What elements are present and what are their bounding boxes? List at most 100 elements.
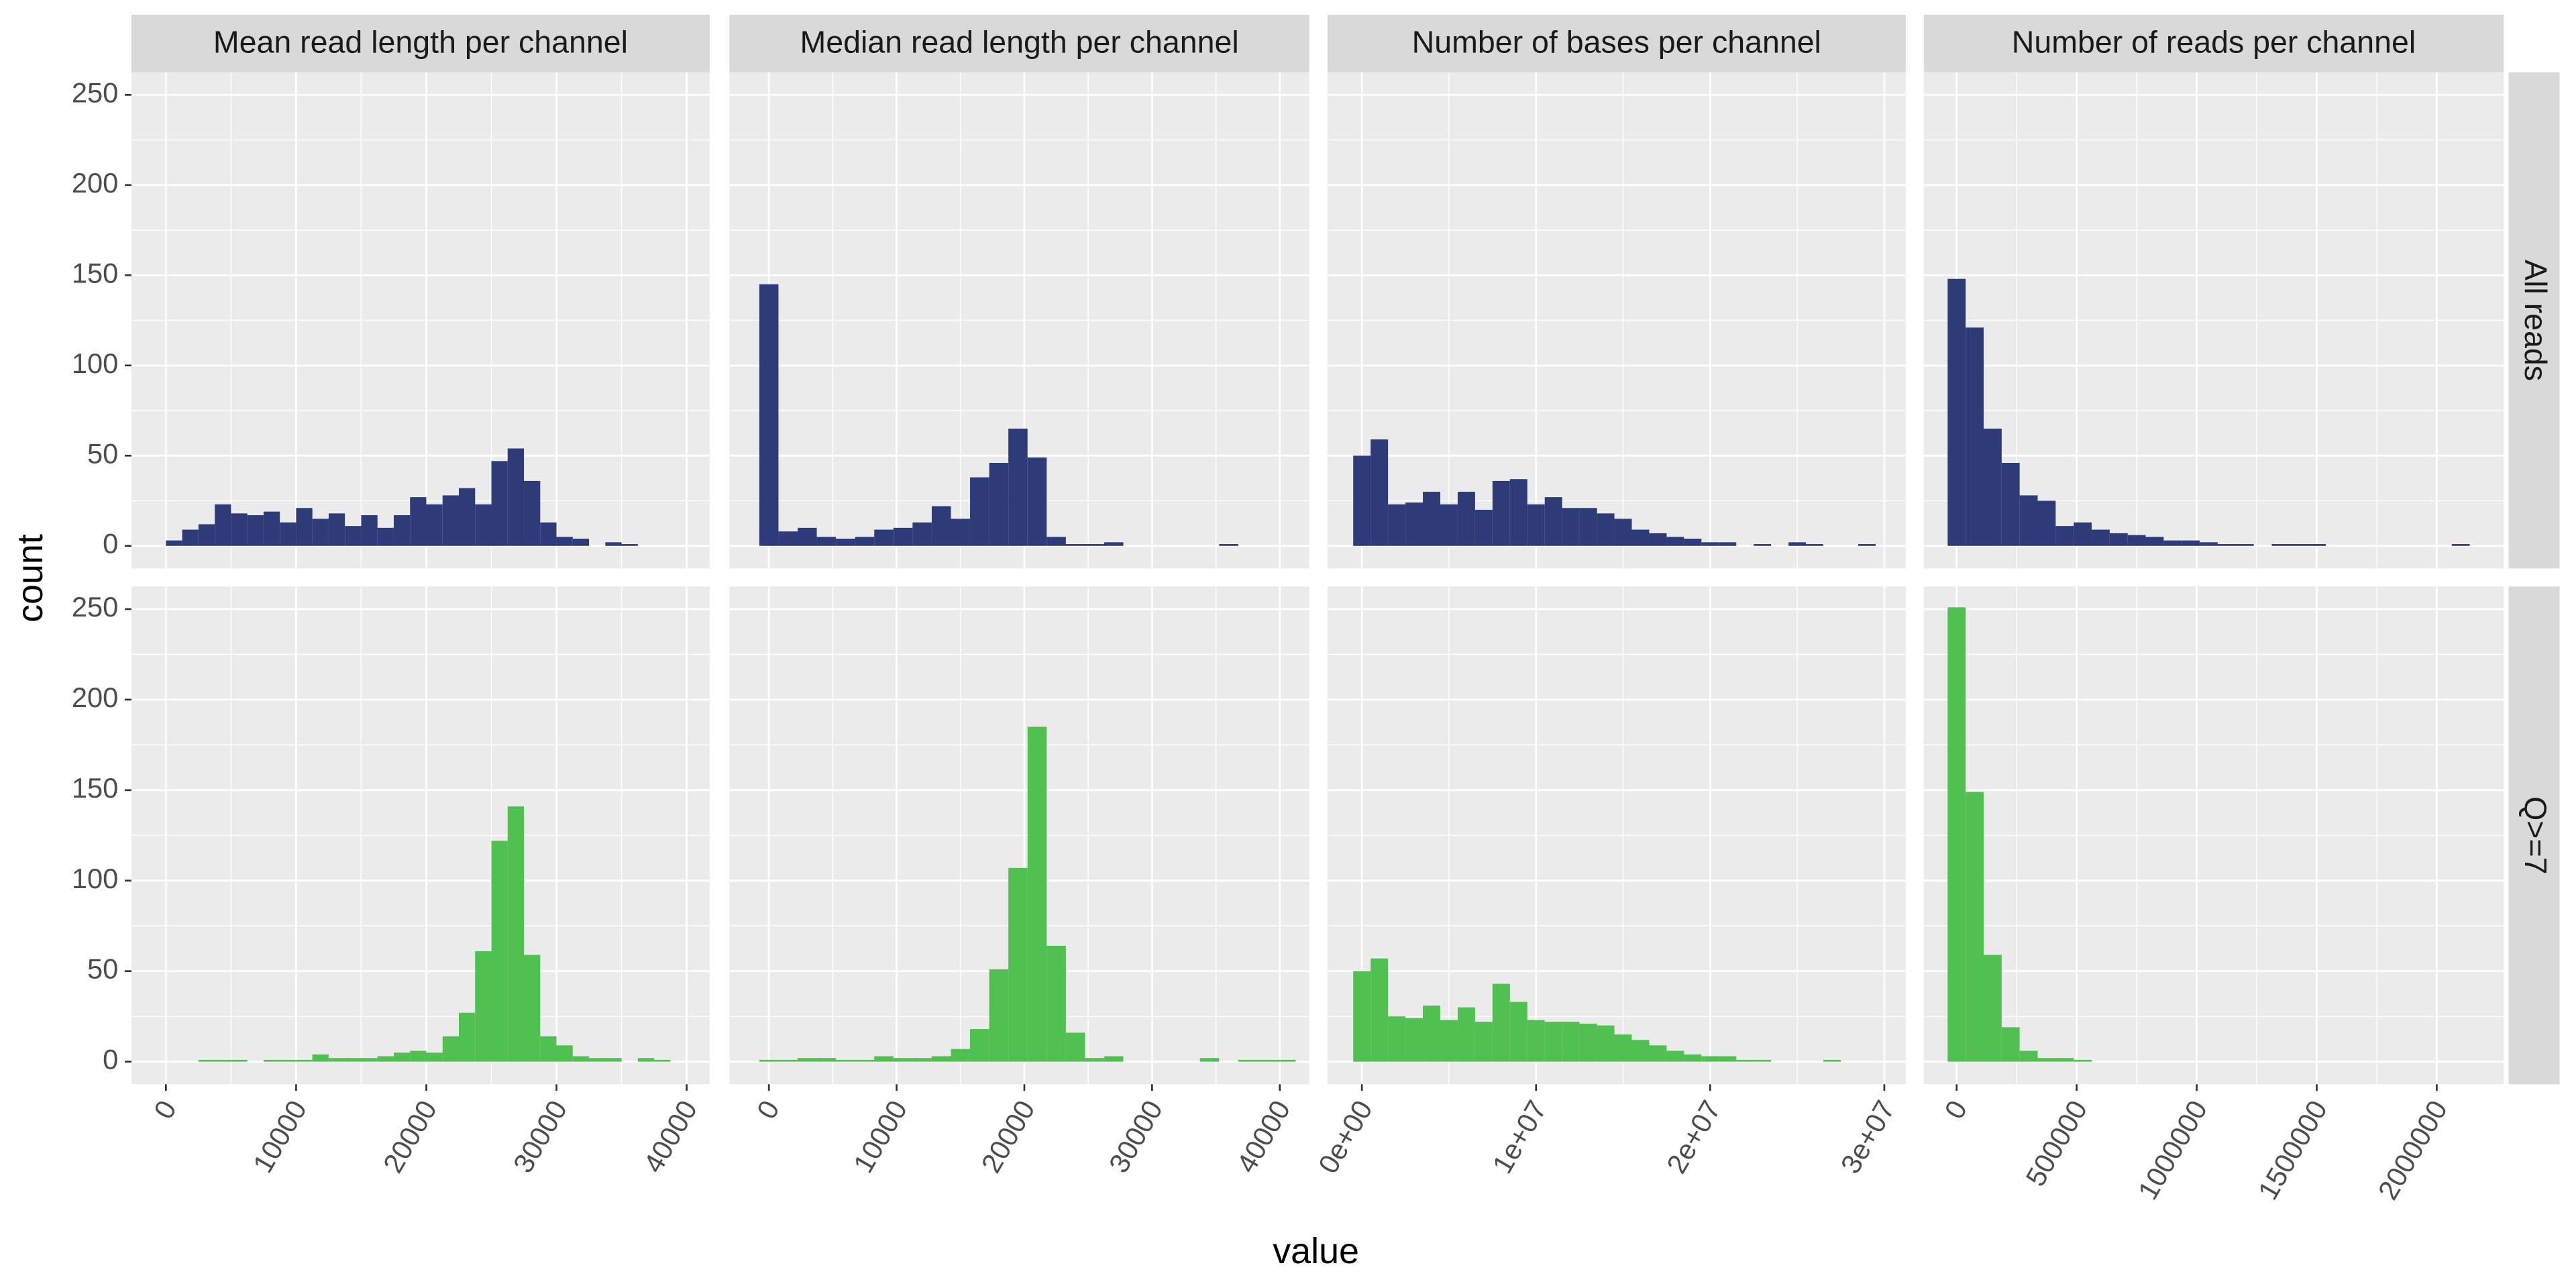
histogram-bar — [280, 1059, 297, 1062]
histogram-bar — [931, 1056, 951, 1062]
histogram-bar — [1562, 508, 1580, 546]
histogram-bar — [572, 538, 590, 546]
histogram-bar — [328, 513, 345, 546]
histogram-bar — [951, 1049, 971, 1062]
column-strip — [729, 15, 1309, 72]
histogram-bar — [312, 519, 329, 546]
row-strip — [2508, 72, 2560, 569]
histogram-bar — [458, 488, 476, 546]
histogram-bar — [2019, 495, 2038, 546]
histogram-bar — [1579, 1023, 1597, 1062]
y-tick-label: 0 — [103, 528, 118, 559]
histogram-bar — [874, 1056, 894, 1062]
histogram-bar — [393, 515, 411, 546]
histogram-bar — [2200, 542, 2218, 546]
y-tick-label: 200 — [72, 682, 118, 713]
histogram-bar — [361, 1058, 378, 1062]
histogram-bar — [1983, 955, 2002, 1062]
histogram-bar — [1858, 544, 1876, 546]
histogram-bar — [1008, 428, 1028, 546]
histogram-bar — [263, 511, 280, 546]
histogram-bar — [280, 522, 297, 546]
histogram-bar — [540, 522, 557, 546]
histogram-bar — [524, 480, 541, 546]
y-tick-label: 150 — [72, 257, 118, 288]
histogram-bar — [1666, 537, 1684, 546]
histogram-bar — [798, 1058, 817, 1062]
column-strip — [1923, 15, 2504, 72]
histogram-bar — [507, 806, 525, 1062]
histogram-bar — [1238, 1059, 1258, 1062]
histogram-bar — [166, 540, 182, 546]
histogram-bar — [1457, 492, 1475, 546]
histogram-bar — [1257, 1059, 1277, 1062]
histogram-bar — [989, 969, 1009, 1062]
histogram-bar — [1614, 1034, 1632, 1062]
histogram-bar — [2127, 535, 2146, 546]
histogram-bar — [931, 506, 951, 546]
histogram-bar — [778, 1059, 798, 1062]
histogram-bar — [989, 463, 1009, 546]
histogram-bar — [912, 1058, 932, 1062]
histogram-bar — [1440, 504, 1458, 546]
histogram-bar — [970, 477, 989, 546]
histogram-bar — [1562, 1022, 1580, 1062]
y-tick-label: 250 — [72, 76, 118, 108]
histogram-bar — [1947, 607, 1966, 1062]
histogram-bar — [970, 1029, 989, 1062]
histogram-bar — [442, 1036, 459, 1062]
histogram-bar — [1065, 1032, 1085, 1062]
histogram-bar — [836, 1059, 855, 1062]
histogram-bar — [1440, 1020, 1458, 1062]
histogram-bar — [263, 1059, 280, 1062]
histogram-bar — [1806, 544, 1824, 546]
histogram-bar — [345, 1058, 362, 1062]
histogram-bar — [759, 1059, 779, 1062]
histogram-bar — [182, 529, 199, 546]
histogram-bar — [491, 841, 508, 1062]
histogram-bar — [491, 461, 508, 546]
histogram-bar — [2074, 1059, 2092, 1062]
histogram-bar — [393, 1053, 411, 1062]
histogram-bar — [1614, 519, 1632, 546]
y-axis-title: count — [10, 534, 50, 623]
histogram-bar — [1492, 983, 1510, 1062]
histogram-bar — [361, 515, 378, 546]
row-strip — [2508, 586, 2560, 1085]
histogram-bar — [1353, 455, 1371, 546]
histogram-bar — [2019, 1051, 2038, 1062]
y-tick-label: 250 — [72, 591, 118, 623]
histogram-bar — [1754, 544, 1772, 546]
histogram-bar — [328, 1058, 345, 1062]
histogram-bar — [855, 537, 875, 546]
histogram-bar — [2308, 544, 2326, 546]
histogram-bar — [1966, 327, 1984, 546]
histogram-bar — [1947, 278, 1966, 546]
histogram-bar — [1579, 508, 1597, 546]
histogram-bar — [816, 537, 837, 546]
histogram-bar — [1104, 1056, 1124, 1062]
histogram-bar — [215, 504, 231, 546]
column-strip-label: Number of reads per channel — [2012, 24, 2416, 59]
histogram-bar — [345, 526, 362, 546]
histogram-bar — [1085, 1058, 1104, 1062]
histogram-bar — [1277, 1059, 1296, 1062]
histogram-bar — [605, 542, 622, 546]
histogram-bar — [1823, 1059, 1841, 1062]
histogram-bar — [1666, 1051, 1684, 1062]
histogram-bar — [1509, 1002, 1527, 1062]
histogram-bar — [426, 504, 443, 546]
histogram-bar — [2037, 1058, 2056, 1062]
histogram-bar — [1966, 792, 1984, 1062]
histogram-bar — [507, 448, 525, 546]
histogram-bar — [1597, 1025, 1615, 1062]
histogram-bar — [1405, 1018, 1424, 1062]
column-strip — [1327, 15, 1906, 72]
histogram-bar — [1423, 492, 1440, 546]
histogram-bar — [377, 527, 394, 546]
histogram-bar — [1684, 1054, 1702, 1062]
histogram-bar — [524, 955, 541, 1062]
histogram-bar — [1405, 502, 1424, 546]
